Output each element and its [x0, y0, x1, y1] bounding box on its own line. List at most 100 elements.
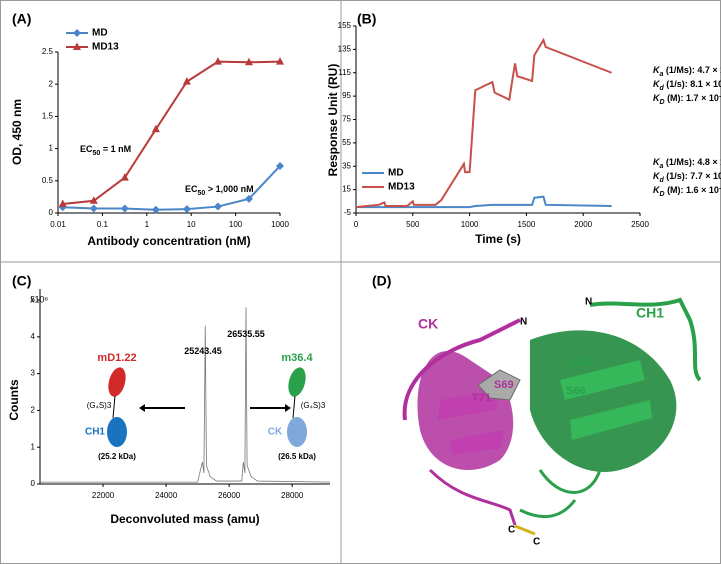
- panel-label: (C): [12, 273, 31, 289]
- x-tick-label: 1000: [271, 220, 289, 229]
- series-line: [62, 60, 281, 205]
- data-point: [182, 205, 191, 214]
- annotation-sub: 50: [93, 150, 101, 157]
- annotation: Ka (1/Ms): 4.8 × 10³: [653, 157, 721, 170]
- domain-bottom: [287, 417, 307, 447]
- y-tick-label: 75: [342, 115, 351, 124]
- x-tick-label: 1: [145, 220, 150, 229]
- series-line: [62, 165, 281, 211]
- domain-bottom: [107, 417, 127, 447]
- structure-label: C: [533, 537, 540, 548]
- structure-label: CH1: [636, 305, 664, 321]
- data-point: [276, 57, 284, 65]
- arrow-head: [139, 404, 145, 412]
- x-tick-label: 28000: [281, 491, 304, 500]
- y-tick-label: 5: [31, 295, 36, 304]
- annotation: EC50 = 1 nM: [80, 144, 131, 157]
- annotation-tail: (M): 1.6 × 10⁻⁵: [665, 185, 721, 195]
- annotation-main: K: [653, 171, 661, 181]
- domain-top: [288, 367, 306, 397]
- data-point: [151, 205, 160, 214]
- x-tick-label: 22000: [92, 491, 115, 500]
- y-tick-label: 95: [342, 91, 351, 100]
- linker-label: (G₄S)3: [87, 401, 112, 410]
- y-tick-label: 2.5: [42, 47, 54, 56]
- construct-name: m36.4: [281, 352, 313, 364]
- y-tick-label: 3: [31, 369, 36, 378]
- annotation-sub: d: [660, 177, 665, 184]
- annotation-main: K: [653, 79, 661, 89]
- annotation-main: 26535.55: [227, 329, 265, 339]
- y-tick-label: 0.5: [42, 176, 54, 185]
- y-multiplier: x10⁶: [30, 294, 49, 304]
- data-point: [89, 204, 98, 213]
- linker: [292, 395, 296, 419]
- annotation-tail: (1/s): 7.7 × 10⁻²: [664, 171, 721, 181]
- series-line: [355, 37, 612, 209]
- annotation-main: K: [653, 157, 661, 167]
- y-axis-label: Counts: [7, 379, 21, 421]
- annotation: 25243.45: [184, 346, 222, 356]
- annotation-sub: d: [660, 85, 665, 92]
- annotation-main: K: [653, 65, 661, 75]
- data-point: [151, 124, 160, 133]
- y-tick-label: 1: [31, 442, 36, 451]
- domain-label: CH1: [85, 427, 105, 438]
- construct-name: mD1.22: [97, 352, 136, 364]
- annotation: KD (M): 1.6 × 10⁻⁵: [653, 185, 721, 198]
- y-tick-label: 135: [338, 44, 352, 53]
- x-tick-label: 500: [406, 220, 420, 229]
- data-point: [89, 196, 98, 204]
- y-tick-label: 155: [338, 21, 352, 30]
- y-axis-label: OD, 450 nm: [10, 99, 24, 165]
- legend-marker: [73, 29, 81, 37]
- annotation-sub: a: [660, 71, 664, 78]
- y-tick-label: 0: [49, 208, 54, 217]
- x-tick-label: 0.01: [50, 220, 66, 229]
- structure-label: T71: [472, 392, 491, 404]
- data-point: [120, 204, 129, 213]
- chart-panel: (C) Deconvoluted mass (amu) Counts x10⁶ 2200…: [7, 273, 331, 526]
- annotation-sub: a: [660, 163, 664, 170]
- linker-label: (G₄S)3: [301, 401, 326, 410]
- legend-label: MD13: [92, 42, 119, 53]
- data-point: [276, 161, 284, 170]
- annotation-sub: D: [660, 99, 665, 106]
- y-tick-label: 2: [49, 79, 54, 88]
- y-tick-label: 115: [338, 68, 351, 77]
- annotation: Ka (1/Ms): 4.7 × 10⁴: [653, 65, 721, 78]
- annotation-main: EC: [185, 184, 198, 194]
- annotation-main: K: [653, 185, 661, 195]
- structure-label: N: [585, 297, 592, 308]
- panel-label: (A): [12, 11, 31, 27]
- annotation: EC50 > 1,000 nM: [185, 184, 254, 197]
- annotation-sub: 50: [198, 190, 206, 197]
- annotation-tail: (1/Ms): 4.8 × 10³: [663, 157, 721, 167]
- structure-label: S64E: [566, 357, 593, 369]
- x-axis-label: Antibody concentration (nM): [87, 234, 250, 248]
- annotation: 26535.55: [227, 329, 265, 339]
- structure-label: C: [508, 525, 515, 536]
- chart-panel: (A) Antibody concentration (nM) OD, 450 nm…: [10, 11, 289, 248]
- x-axis-label: Deconvoluted mass (amu): [110, 512, 259, 526]
- data-point: [244, 194, 253, 203]
- y-tick-label: 1: [49, 144, 54, 153]
- annotation-tail: (M): 1.7 × 10⁻⁸: [665, 93, 721, 103]
- linker: [112, 395, 116, 419]
- panel-label: (D): [372, 273, 391, 289]
- x-tick-label: 10: [187, 220, 196, 229]
- arrow-head: [285, 404, 291, 412]
- structure-label: S69: [494, 379, 514, 391]
- y-tick-label: 55: [342, 138, 351, 147]
- x-tick-label: 2500: [631, 220, 649, 229]
- annotation-tail: (1/Ms): 4.7 × 10⁴: [663, 65, 721, 75]
- x-tick-label: 100: [229, 220, 243, 229]
- y-tick-label: 35: [342, 161, 351, 170]
- annotation-main: K: [653, 93, 661, 103]
- y-tick-label: 15: [342, 185, 351, 194]
- annotation-main: 25243.45: [184, 346, 222, 356]
- data-point: [213, 202, 222, 211]
